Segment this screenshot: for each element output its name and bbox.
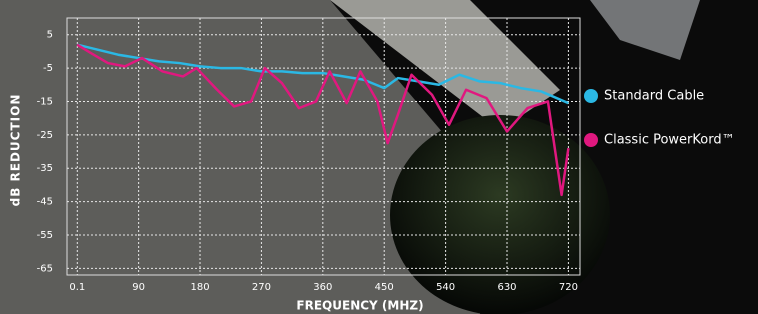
x-tick-label: 540 — [436, 282, 455, 293]
y-tick-label: -35 — [37, 163, 53, 174]
x-tick-label: 180 — [190, 282, 209, 293]
y-tick-label: -45 — [37, 197, 53, 208]
x-axis-label: FREQUENCY (MHZ) — [296, 299, 423, 313]
legend-label: Classic PowerKord™ — [604, 133, 735, 148]
chart: 5 -5 -15 -25 -35 -45 -55 -65 0.1 90 180 270 360 450 54… — [0, 0, 758, 314]
legend-marker — [584, 133, 598, 147]
y-axis-label: dB REDUCTION — [9, 94, 23, 207]
y-tick-label: -65 — [37, 263, 53, 274]
x-tick-label: 270 — [252, 282, 271, 293]
x-tick-label: 720 — [559, 282, 578, 293]
x-tick-label: 90 — [132, 282, 145, 293]
x-tick-label: 630 — [497, 282, 516, 293]
legend-label: Standard Cable — [604, 89, 704, 104]
x-tick-label: 450 — [375, 282, 394, 293]
x-tick-label: 0.1 — [69, 282, 85, 293]
y-tick-label: -55 — [37, 230, 53, 241]
y-tick-label: -5 — [43, 63, 53, 74]
y-tick-label: -15 — [37, 96, 53, 107]
y-tick-label: -25 — [37, 130, 53, 141]
legend-marker — [584, 89, 598, 103]
x-tick-label: 360 — [313, 282, 332, 293]
page: 5 -5 -15 -25 -35 -45 -55 -65 0.1 90 180 270 360 450 54… — [0, 0, 758, 314]
y-tick-label: 5 — [47, 30, 53, 41]
